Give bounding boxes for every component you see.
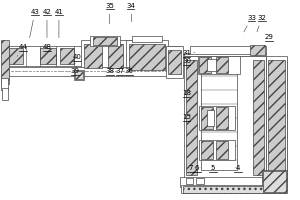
Bar (60, 48, 74, 64)
Bar (262, 171, 286, 192)
Bar (132, 36, 162, 42)
Bar (90, 36, 120, 46)
Bar (207, 59, 216, 71)
Text: 32: 32 (257, 15, 266, 32)
Bar (207, 110, 214, 126)
Bar (108, 44, 123, 68)
Bar (216, 141, 228, 159)
Text: 4: 4 (235, 165, 240, 171)
Bar (1, 40, 9, 84)
Bar (250, 45, 265, 55)
Text: 48: 48 (43, 44, 51, 56)
Bar (186, 60, 197, 175)
Text: 30: 30 (182, 58, 195, 64)
Bar (190, 46, 266, 54)
Text: 36: 36 (124, 66, 134, 74)
Bar (201, 141, 213, 159)
Bar (9, 46, 180, 66)
Bar (168, 50, 182, 74)
Text: 18: 18 (182, 90, 191, 96)
Bar (93, 37, 117, 45)
Bar (266, 60, 287, 175)
Bar (216, 57, 228, 73)
Bar (199, 106, 235, 130)
Text: 34: 34 (126, 3, 135, 22)
Bar (184, 56, 266, 179)
Text: 39: 39 (70, 66, 79, 74)
Text: 43: 43 (30, 9, 40, 38)
Bar (40, 48, 56, 64)
Text: 6: 6 (195, 165, 200, 171)
Text: 38: 38 (105, 66, 114, 74)
Bar (196, 178, 204, 184)
Text: 15: 15 (182, 114, 191, 120)
Bar (262, 170, 287, 193)
Bar (9, 48, 23, 64)
Text: 37: 37 (116, 66, 124, 74)
Text: 35: 35 (105, 3, 114, 24)
Bar (75, 71, 83, 79)
Bar (182, 185, 286, 193)
Bar (81, 40, 135, 72)
Bar (84, 44, 102, 68)
Bar (186, 178, 193, 184)
Bar (9, 67, 180, 76)
Bar (266, 56, 287, 179)
Bar (126, 40, 168, 74)
Text: 29: 29 (264, 34, 273, 46)
Text: 41: 41 (55, 9, 63, 38)
Bar (129, 44, 165, 70)
Bar (199, 140, 235, 160)
Text: 40: 40 (72, 54, 81, 64)
Bar (253, 60, 264, 175)
Text: 5: 5 (211, 165, 215, 171)
Text: 44: 44 (17, 44, 28, 56)
Bar (198, 56, 240, 74)
Bar (201, 107, 213, 129)
Bar (199, 57, 211, 73)
Text: 7: 7 (188, 165, 196, 171)
Bar (1, 78, 8, 90)
Bar (216, 107, 228, 129)
Bar (167, 46, 183, 78)
Bar (268, 60, 285, 175)
Bar (183, 186, 284, 193)
Text: 42: 42 (43, 9, 51, 38)
Bar (184, 53, 266, 56)
Text: 31: 31 (182, 50, 195, 56)
Bar (180, 177, 287, 187)
Bar (2, 88, 8, 100)
Bar (74, 70, 84, 80)
Text: 33: 33 (244, 15, 256, 32)
Bar (201, 66, 237, 170)
